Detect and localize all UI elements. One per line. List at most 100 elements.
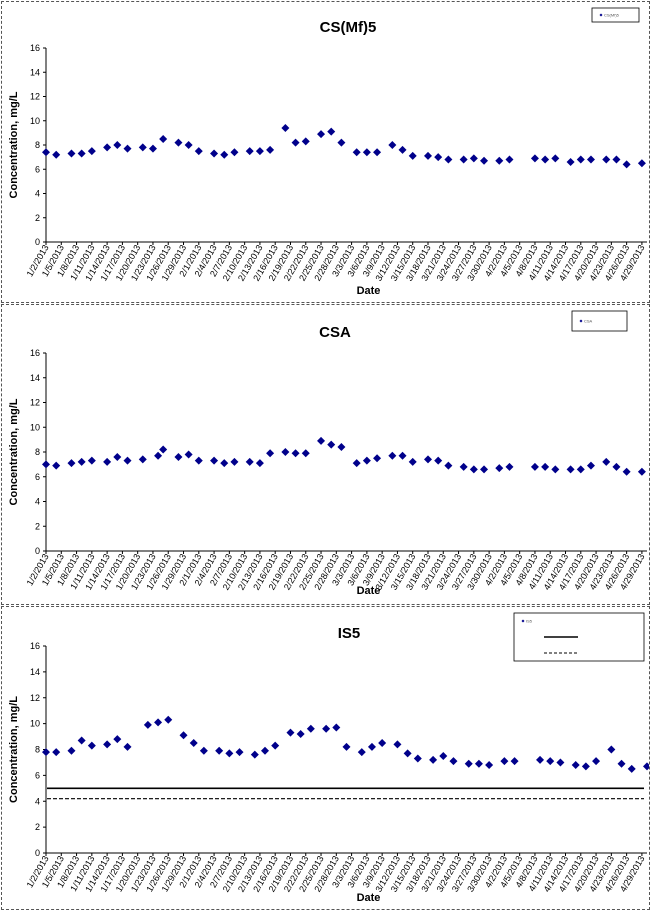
data-point <box>184 141 193 149</box>
y-tick-label: 6 <box>35 472 40 482</box>
data-point <box>87 741 96 750</box>
y-tick-label: 12 <box>30 398 40 408</box>
data-point <box>306 724 315 733</box>
data-point <box>551 465 560 474</box>
chart-panel-cs-mf5: CS(Mf)5 0 2 4 6 8 10 12 14 16 1/2/2013 1/5/2013 1/8/… <box>1 1 650 303</box>
y-tick-label: 2 <box>35 213 40 223</box>
y-tick-label: 16 <box>30 641 40 651</box>
data-point <box>571 761 580 770</box>
chart-panel-csa: CSA 0 2 4 6 8 10 12 14 16 1/2/2013 1/5/2013 1/8/2013… <box>1 304 650 605</box>
data-point <box>469 465 478 474</box>
data-point <box>586 461 595 470</box>
data-point <box>281 448 290 456</box>
y-axis-label: Concentration, mg/L <box>8 91 20 198</box>
data-point <box>159 445 168 454</box>
series-points <box>42 124 646 169</box>
legend-box <box>591 7 640 23</box>
data-point <box>602 457 611 466</box>
data-point <box>322 724 331 733</box>
data-point <box>556 758 565 767</box>
y-axis-label: Concentration, mg/L <box>8 398 20 505</box>
legend-marker <box>599 13 603 17</box>
data-point <box>485 761 494 770</box>
data-point <box>357 748 366 757</box>
data-point <box>301 449 310 458</box>
y-tick-label: 8 <box>35 745 40 755</box>
data-point <box>301 137 310 146</box>
y-tick-label: 6 <box>35 164 40 174</box>
chart-title: CS(Mf)5 <box>320 19 377 36</box>
data-point <box>388 451 397 460</box>
data-point <box>586 155 595 164</box>
y-tick-label: 14 <box>30 67 40 77</box>
series-points <box>42 436 646 476</box>
y-tick-label: 10 <box>30 422 40 432</box>
data-point <box>530 154 539 163</box>
data-point <box>103 457 112 466</box>
data-point <box>388 141 397 149</box>
y-tick-label: 14 <box>30 667 40 677</box>
legend-entry: CS(Mf)5 <box>604 13 620 18</box>
chart-is5: IS502468101214161/2/20131/5/20131/8/2013… <box>8 612 649 904</box>
data-point <box>210 149 219 158</box>
data-point <box>67 746 76 755</box>
data-point <box>413 754 422 763</box>
data-point <box>255 459 264 468</box>
data-point <box>255 147 264 156</box>
data-point <box>52 748 61 757</box>
data-point <box>459 462 468 471</box>
data-point <box>439 751 448 760</box>
data-point <box>622 467 631 476</box>
data-point <box>581 762 590 771</box>
data-point <box>510 757 519 766</box>
data-point <box>103 143 112 152</box>
data-point <box>250 750 259 759</box>
data-point <box>123 144 132 153</box>
legend-marker <box>579 319 583 323</box>
data-point <box>296 729 305 738</box>
data-point <box>245 147 254 156</box>
data-point <box>220 150 229 159</box>
data-point <box>612 155 621 164</box>
data-point <box>592 757 601 766</box>
data-point <box>546 757 555 766</box>
data-point <box>291 138 300 147</box>
data-point <box>459 155 468 164</box>
y-tick-label: 0 <box>35 546 40 556</box>
data-point <box>52 150 61 159</box>
data-point <box>403 749 412 758</box>
data-point <box>536 755 545 764</box>
legend: CSA <box>571 310 628 332</box>
data-point <box>469 154 478 163</box>
data-point <box>622 160 631 169</box>
data-point <box>138 455 147 464</box>
data-point <box>194 456 203 465</box>
data-point <box>113 141 122 149</box>
data-point <box>362 148 371 157</box>
data-point <box>52 461 61 470</box>
data-point <box>317 130 326 139</box>
data-point <box>123 456 132 465</box>
data-point <box>67 149 76 158</box>
data-point <box>271 741 280 750</box>
data-point <box>164 715 173 724</box>
data-point <box>317 436 326 445</box>
data-point <box>566 465 575 474</box>
data-point <box>480 465 489 474</box>
data-point <box>174 452 183 461</box>
data-point <box>474 759 483 768</box>
data-point <box>423 151 432 160</box>
data-point <box>210 456 219 465</box>
legend: CS(Mf)5 <box>591 7 640 23</box>
y-tick-label: 0 <box>35 848 40 858</box>
data-point <box>434 456 443 465</box>
legend-entry: CSA <box>584 319 593 324</box>
data-point <box>245 457 254 466</box>
data-point <box>154 451 163 460</box>
data-point <box>87 147 96 156</box>
chart-panel-is5: IS5 0 2 4 6 8 10 12 14 16 1/2/2013 1/5/2013 1/8/2013… <box>1 606 650 910</box>
data-point <box>464 759 473 768</box>
data-point <box>505 155 514 164</box>
data-point <box>398 145 407 154</box>
data-point <box>235 748 244 757</box>
